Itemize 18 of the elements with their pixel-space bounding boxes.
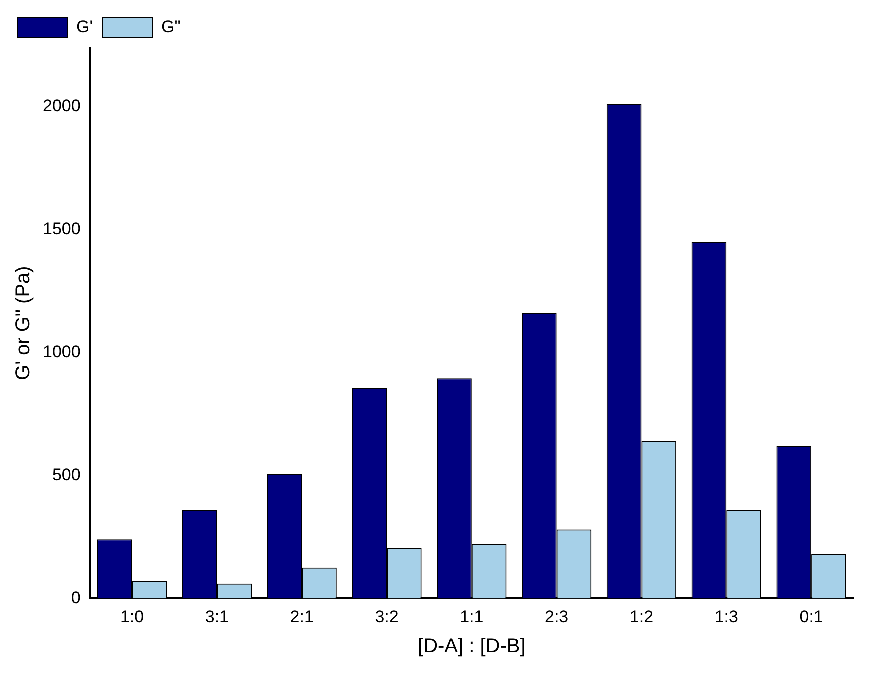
y-tick-label: 1500	[42, 220, 81, 239]
y-tick-label: 500	[52, 465, 81, 484]
x-tick-label: 1:2	[630, 607, 654, 626]
y-tick-label: 0	[71, 588, 81, 608]
x-tick-label: 1:3	[714, 607, 738, 626]
legend-label: G"	[161, 18, 181, 37]
x-tick-label: 1:0	[120, 607, 144, 626]
y-axis-title: G' or G" (Pa)	[12, 266, 35, 380]
x-tick-label: 3:1	[205, 607, 229, 626]
legend-label: G'	[76, 18, 93, 37]
y-tick-label: 1000	[42, 342, 81, 362]
x-tick-label: 3:2	[375, 607, 399, 626]
x-axis-title: [D-A] : [D-B]	[418, 636, 526, 658]
x-tick-label: 2:3	[545, 607, 569, 626]
x-tick-label: 0:1	[800, 607, 824, 626]
x-tick-label: 2:1	[290, 607, 314, 626]
x-tick-label: 1:1	[460, 607, 484, 626]
y-tick-label: 2000	[42, 96, 81, 116]
